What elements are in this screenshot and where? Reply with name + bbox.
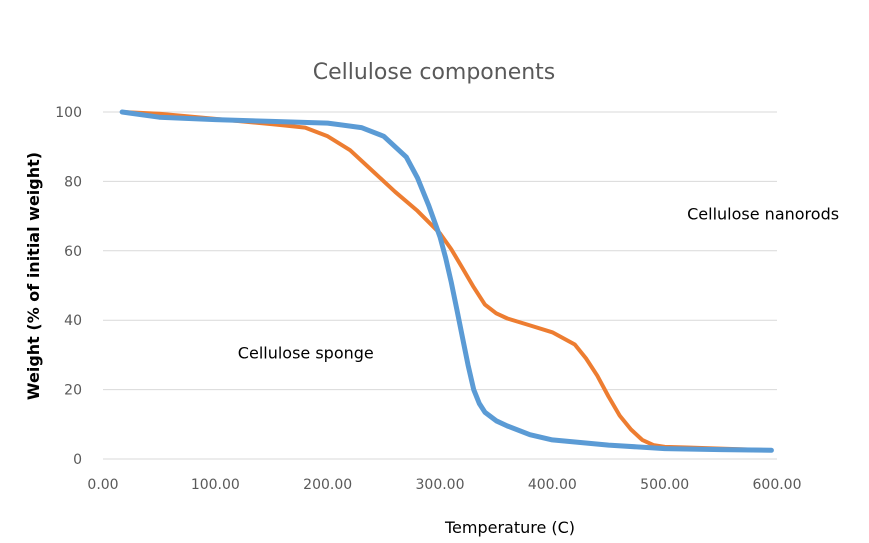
y-tick-label: 60 [64,244,82,260]
series-lines [119,109,774,453]
annotation-label: Cellulose sponge [238,343,374,362]
y-tick-label: 40 [64,313,82,329]
x-tick-label: 500.00 [640,477,689,493]
x-axis-label: Temperature (C) [444,518,575,537]
chart-title: Cellulose components [313,60,556,85]
x-tick-label: 100.00 [191,477,240,493]
y-tick-label: 0 [73,452,82,468]
y-tick-label: 80 [64,174,82,190]
x-tick-label: 0.00 [87,477,118,493]
y-tick-label: 100 [55,105,82,121]
annotation-label: Cellulose nanorods [687,205,839,224]
y-axis-ticks: 0 20 40 60 80 100 [55,105,82,468]
x-axis-ticks: 0.00 100.00 200.00 300.00 400.00 500.00 600.00 [87,477,801,493]
series-line [119,109,774,453]
y-axis-label: Weight (% of initial weight) [24,152,43,400]
series-line [120,110,774,453]
y-tick-label: 20 [64,383,82,399]
gridlines [103,111,777,460]
x-tick-label: 600.00 [753,477,802,493]
x-tick-label: 300.00 [416,477,465,493]
x-tick-label: 200.00 [303,477,352,493]
x-tick-label: 400.00 [528,477,577,493]
annotations: Cellulose nanorods Cellulose sponge [238,205,839,363]
